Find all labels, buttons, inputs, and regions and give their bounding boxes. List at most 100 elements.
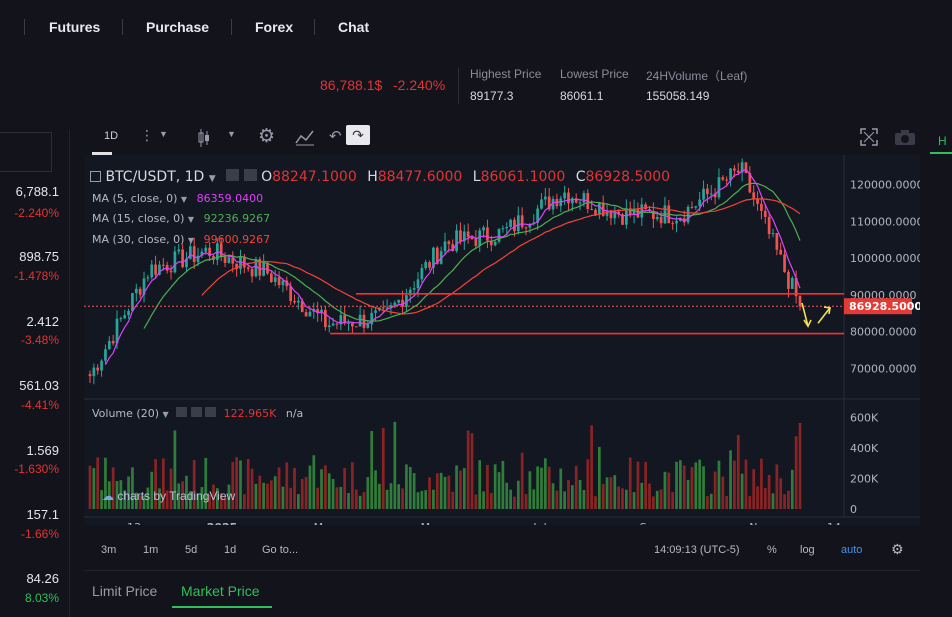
interval-selector[interactable]: 1D <box>104 130 119 142</box>
volume-bar <box>378 483 381 509</box>
collapse-icon[interactable] <box>90 171 101 182</box>
volume-bar <box>682 465 686 509</box>
candle <box>107 340 111 350</box>
settings-icon[interactable] <box>243 169 257 181</box>
nav-purchase[interactable]: Purchase <box>146 19 210 35</box>
time-axis-tick: May <box>421 521 444 525</box>
market-value[interactable]: 898.75 <box>19 249 59 264</box>
market-value[interactable]: 157.1 <box>26 507 59 522</box>
percent-toggle[interactable]: % <box>767 544 777 556</box>
volume-bar <box>524 494 528 509</box>
market-value[interactable]: 561.03 <box>19 378 59 393</box>
eye-icon[interactable] <box>226 169 240 181</box>
go-to-button[interactable]: Go to... <box>262 544 299 556</box>
volume-bar <box>570 485 574 509</box>
volume-label[interactable]: Volume (20) <box>92 407 159 420</box>
ma5-label[interactable]: MA (5, close, 0) <box>92 192 178 205</box>
chevron-down-icon[interactable]: ▼ <box>187 215 195 224</box>
ma30-line <box>201 198 801 315</box>
candle <box>686 206 690 223</box>
nav-futures[interactable]: Futures <box>49 19 101 35</box>
candle <box>578 202 582 204</box>
volume-bar <box>482 491 485 509</box>
tradingview-watermark[interactable]: ☁ charts by TradingView <box>102 489 235 503</box>
range-1m[interactable]: 1m <box>143 544 159 556</box>
right-tab[interactable]: H <box>938 134 947 148</box>
nav-forex[interactable]: Forex <box>255 19 294 35</box>
volume-bar <box>574 465 578 509</box>
volume-bar <box>327 473 331 509</box>
volume-bar <box>462 468 466 509</box>
candle <box>123 315 127 319</box>
range-1d[interactable]: 1d <box>224 544 237 556</box>
fullscreen-icon[interactable] <box>860 128 878 146</box>
volume-bar <box>779 478 783 509</box>
tab-limit-price[interactable]: Limit Price <box>92 583 158 599</box>
candle <box>138 288 142 295</box>
chevron-down-icon[interactable]: ▼ <box>159 129 168 139</box>
gear-icon[interactable]: ⚙ <box>891 541 904 557</box>
symbol-label[interactable]: BTC/USDT, 1D <box>105 169 205 185</box>
volume-bar <box>408 466 412 509</box>
redo-icon[interactable]: ↷ <box>346 125 370 145</box>
volume-bar <box>158 488 161 509</box>
candle <box>270 273 273 283</box>
nav-chat[interactable]: Chat <box>338 19 370 35</box>
right-tab-underline <box>930 152 952 154</box>
volume-bar <box>335 487 339 509</box>
market-value[interactable]: 1.569 <box>26 443 59 458</box>
highest-price-value: 89177.3 <box>470 89 514 103</box>
candles-icon[interactable] <box>197 129 211 147</box>
camera-icon[interactable] <box>894 128 916 146</box>
volume-bar <box>555 490 559 509</box>
open-label: O <box>261 169 273 185</box>
time-axis-tick: Jul <box>532 521 546 525</box>
chevron-down-icon[interactable]: ▼ <box>162 410 169 419</box>
candle <box>702 188 705 200</box>
ma30-label[interactable]: MA (30, close, 0) <box>92 233 185 246</box>
volume-bar <box>254 483 258 509</box>
auto-toggle[interactable]: auto <box>841 544 863 556</box>
volume-na: n/a <box>285 407 304 420</box>
volume-bar <box>92 468 96 509</box>
time-axis-tick: Mar <box>314 521 335 525</box>
volume-bar <box>501 460 505 509</box>
range-3m[interactable]: 3m <box>101 544 117 556</box>
eye-icon[interactable] <box>176 407 188 417</box>
volume-bar <box>613 475 617 509</box>
indicators-icon[interactable] <box>295 128 315 146</box>
more-vertical-icon[interactable]: ⋮ <box>140 127 154 143</box>
candle <box>242 256 246 268</box>
market-search-box[interactable] <box>0 132 52 172</box>
volume-bar <box>621 488 624 509</box>
tab-market-price[interactable]: Market Price <box>181 583 260 599</box>
clock-time[interactable]: 14:09:13 (UTC-5) <box>654 544 740 556</box>
candle <box>208 247 211 257</box>
price-chart[interactable]: 120000.0000 110000.0000 100000.0000 90000.0… <box>84 155 923 534</box>
volume-bar <box>393 421 397 509</box>
chevron-down-icon[interactable]: ▼ <box>187 236 195 245</box>
market-value[interactable]: 6,788.1 <box>15 184 59 199</box>
market-value[interactable]: 84.26 <box>26 571 59 586</box>
chevron-down-icon[interactable]: ▼ <box>180 195 188 204</box>
log-toggle[interactable]: log <box>800 544 815 556</box>
candle <box>513 219 516 232</box>
chevron-down-icon[interactable]: ▼ <box>208 174 216 184</box>
candle <box>690 206 694 208</box>
range-5d[interactable]: 5d <box>185 544 198 556</box>
volume-bar <box>756 486 759 509</box>
undo-icon[interactable]: ↶ <box>329 128 342 145</box>
chevron-down-icon[interactable]: ▼ <box>227 129 236 139</box>
volume-bar <box>451 491 455 509</box>
ma15-label[interactable]: MA (15, close, 0) <box>92 212 185 225</box>
market-value[interactable]: 2.412 <box>26 314 59 329</box>
candle <box>744 162 748 174</box>
settings-icon[interactable] <box>190 407 202 417</box>
volume-bar <box>331 478 335 509</box>
gear-icon[interactable]: ⚙ <box>258 126 276 147</box>
volume-bar <box>706 496 709 509</box>
volume-bar <box>783 494 786 509</box>
remove-icon[interactable] <box>205 407 217 417</box>
volume-bar <box>231 462 235 509</box>
candle <box>540 199 543 209</box>
